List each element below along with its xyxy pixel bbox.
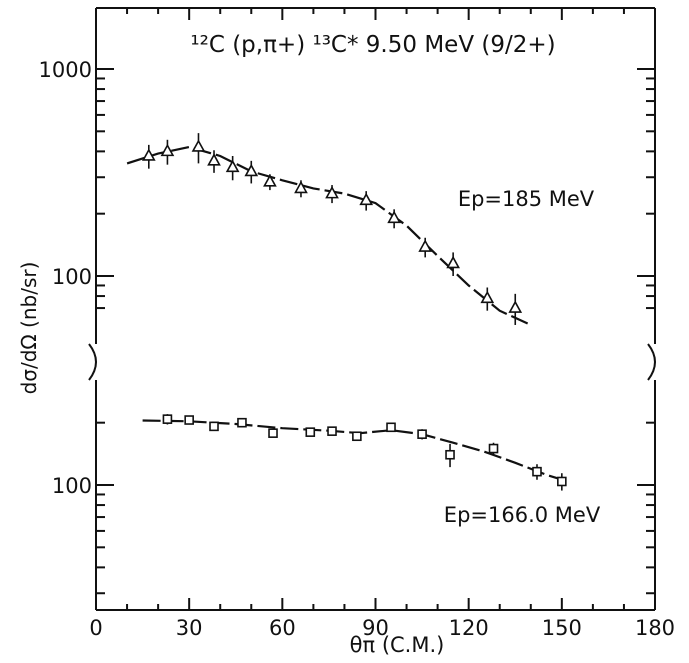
- triangle-marker: [207, 153, 221, 166]
- triangle-point: [244, 160, 259, 184]
- upper-series-label: Ep=185 MeV: [458, 187, 595, 211]
- fit-curve-185: [126, 145, 532, 326]
- data-points: [141, 133, 567, 491]
- square-marker: [445, 449, 455, 460]
- y-tick-label: 100: [52, 474, 92, 498]
- triangle-marker: [294, 180, 308, 194]
- square-marker: [162, 414, 173, 424]
- axis-break-right: [647, 343, 656, 381]
- triangle-point: [508, 293, 523, 325]
- square-marker: [327, 426, 337, 436]
- square-marker: [209, 421, 219, 432]
- triangle-point: [294, 180, 308, 198]
- x-tick-label: 90: [362, 616, 389, 640]
- triangle-marker: [359, 192, 374, 206]
- square-marker: [557, 476, 567, 487]
- triangle-point: [225, 155, 240, 181]
- square-marker: [386, 422, 396, 433]
- square-point: [327, 426, 337, 436]
- triangle-point: [446, 252, 460, 276]
- triangle-marker: [446, 255, 460, 269]
- triangle-marker: [244, 163, 259, 177]
- square-marker: [184, 415, 194, 425]
- y-tick-label: 1000: [39, 58, 92, 82]
- triangle-marker: [225, 159, 240, 173]
- triangle-marker: [508, 300, 523, 313]
- square-marker: [305, 427, 316, 437]
- square-point: [209, 421, 219, 432]
- lower-series-label: Ep=166.0 MeV: [444, 503, 601, 527]
- square-point: [237, 417, 247, 428]
- square-marker: [417, 429, 427, 439]
- square-point: [305, 427, 316, 437]
- fit-curve-166: [142, 419, 569, 483]
- x-axis-label: θπ (C.M.): [350, 633, 445, 657]
- square-point: [417, 429, 427, 440]
- axis-break-left: [88, 343, 97, 381]
- y-axis-label: dσ/dΩ (nb/sr): [17, 262, 41, 395]
- x-tick-label: 60: [269, 616, 296, 640]
- reaction-title: ¹²C (p,π+) ¹³C* 9.50 MeV (9/2+): [190, 32, 555, 58]
- y-tick-label: 100: [52, 265, 92, 289]
- triangle-marker: [325, 185, 339, 199]
- triangle-point: [480, 287, 495, 311]
- square-point: [445, 443, 455, 468]
- x-tick-label: 180: [635, 616, 675, 640]
- triangle-marker: [418, 239, 433, 252]
- axes: 0 30 60 90 120 150 180 1000 100 100: [39, 8, 675, 640]
- triangle-marker: [263, 174, 277, 187]
- square-marker: [237, 417, 247, 428]
- square-marker: [268, 428, 278, 438]
- x-tick-label: 150: [542, 616, 582, 640]
- triangle-point: [359, 191, 374, 211]
- square-point: [162, 414, 173, 425]
- square-point: [557, 473, 567, 491]
- triangle-point: [160, 139, 175, 165]
- square-point: [352, 431, 362, 442]
- triangle-marker: [191, 139, 206, 152]
- square-point: [268, 428, 278, 438]
- triangle-marker: [480, 290, 495, 304]
- triangle-point: [141, 144, 156, 169]
- triangle-point: [207, 150, 221, 173]
- square-point: [532, 464, 542, 480]
- triangle-point: [325, 185, 339, 204]
- triangle-marker: [387, 210, 401, 224]
- triangle-point: [418, 237, 433, 258]
- square-marker: [352, 431, 362, 442]
- square-marker: [488, 443, 499, 454]
- x-tick-label: 0: [89, 616, 102, 640]
- triangle-point: [263, 174, 277, 191]
- square-point: [488, 442, 499, 455]
- triangle-marker: [160, 143, 175, 157]
- triangle-point: [387, 209, 401, 229]
- x-tick-label: 120: [449, 616, 489, 640]
- square-point: [184, 415, 194, 425]
- triangle-point: [191, 133, 206, 164]
- x-tick-label: 30: [176, 616, 203, 640]
- square-point: [386, 422, 396, 433]
- square-marker: [532, 466, 542, 477]
- triangle-marker: [141, 148, 156, 161]
